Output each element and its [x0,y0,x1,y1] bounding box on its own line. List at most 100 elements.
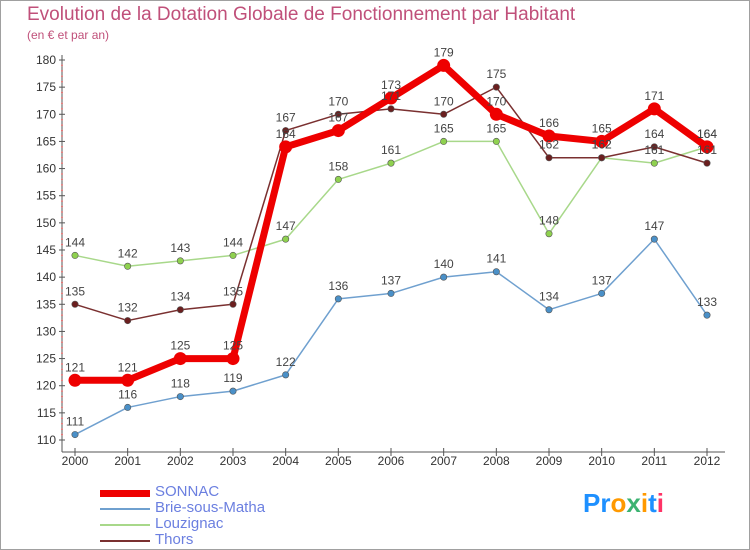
data-label: 135 [223,284,243,298]
logo-letter: i [640,488,649,518]
chart-title: Evolution de la Dotation Globale de Fonc… [27,4,576,25]
data-point [650,235,658,243]
y-minor-tick [61,69,63,72]
data-point [71,251,79,259]
data-point [282,127,290,135]
data-label: 116 [118,387,137,401]
logo-letter: r [600,488,611,518]
data-point [229,300,237,308]
y-tick-label: 150 [36,216,56,230]
data-point [437,58,451,72]
y-tick-label: 170 [36,107,56,121]
y-minor-tick [61,417,63,420]
y-minor-tick [61,433,63,436]
data-label: 125 [223,339,243,353]
data-label: 132 [118,301,138,315]
x-tick-label: 2001 [114,454,141,468]
y-minor-tick [61,287,63,289]
data-label: 164 [697,127,717,141]
y-minor-tick [61,232,63,235]
data-label: 137 [592,273,612,287]
chart-subtitle: (en € et par an) [27,28,110,42]
data-label: 166 [539,116,559,130]
y-minor-tick [61,335,63,338]
data-point [703,311,711,319]
y-minor-tick [61,259,63,262]
y-minor-tick [61,270,63,273]
y-tick-label: 175 [36,80,56,94]
data-label: 158 [328,159,348,173]
y-minor-tick [61,227,63,230]
data-label: 164 [276,127,296,141]
y-minor-tick [61,91,63,94]
y-minor-tick [61,390,63,393]
logo-letter: o [610,488,627,518]
data-point [121,373,135,387]
data-label: 161 [381,143,401,157]
data-point [492,268,500,276]
data-label: 133 [697,295,717,309]
data-point [545,306,553,314]
data-label: 122 [276,355,296,369]
x-tick-label: 2004 [272,454,299,468]
data-point [68,373,82,387]
y-minor-tick [61,183,63,186]
data-point [176,306,184,314]
data-label: 164 [644,127,664,141]
data-label: 125 [170,339,190,353]
y-minor-tick [61,314,63,317]
data-point [545,230,553,238]
data-point [226,352,240,366]
y-tick-label: 160 [36,162,56,176]
data-point [71,300,79,308]
data-label: 165 [592,121,612,135]
y-minor-tick [61,64,63,67]
y-tick-label: 155 [36,189,56,203]
data-label: 137 [381,273,401,287]
data-label: 119 [223,371,242,385]
data-point [703,159,711,167]
data-label: 147 [276,219,296,233]
y-tick-label: 125 [36,352,56,366]
y-minor-tick [61,341,63,344]
data-point [229,387,237,395]
y-minor-tick [61,238,63,241]
data-point [595,134,609,148]
data-label: 143 [170,241,190,255]
y-minor-tick [61,243,63,246]
y-tick-label: 130 [36,324,56,338]
y-tick-label: 135 [36,297,56,311]
logo-letter: x [626,488,641,518]
y-minor-tick [61,297,63,300]
y-minor-tick [61,325,63,327]
y-minor-tick [61,135,63,137]
y-tick-label: 115 [37,406,56,420]
y-minor-tick [61,151,63,154]
data-label: 171 [644,89,664,103]
y-minor-tick [61,373,63,376]
x-tick-label: 2008 [483,454,510,468]
x-tick-label: 2007 [430,454,457,468]
data-point [440,137,448,145]
data-label: 136 [328,279,348,293]
data-label: 121 [65,360,85,374]
data-point [334,110,342,118]
y-minor-tick [61,156,63,159]
y-minor-tick [61,308,63,311]
data-label: 111 [66,415,85,429]
data-label: 142 [118,246,138,260]
y-minor-tick [61,129,63,132]
data-point [282,371,290,379]
data-label: 165 [434,121,454,135]
data-point [650,143,658,151]
data-point [71,431,79,439]
x-tick-label: 2010 [588,454,615,468]
y-tick-label: 145 [36,243,56,257]
data-label: 148 [539,214,559,228]
y-minor-tick [61,75,63,78]
logo-letter: i [656,488,664,518]
data-point [279,140,293,154]
x-tick-label: 2011 [641,454,667,468]
y-minor-tick [61,162,63,165]
